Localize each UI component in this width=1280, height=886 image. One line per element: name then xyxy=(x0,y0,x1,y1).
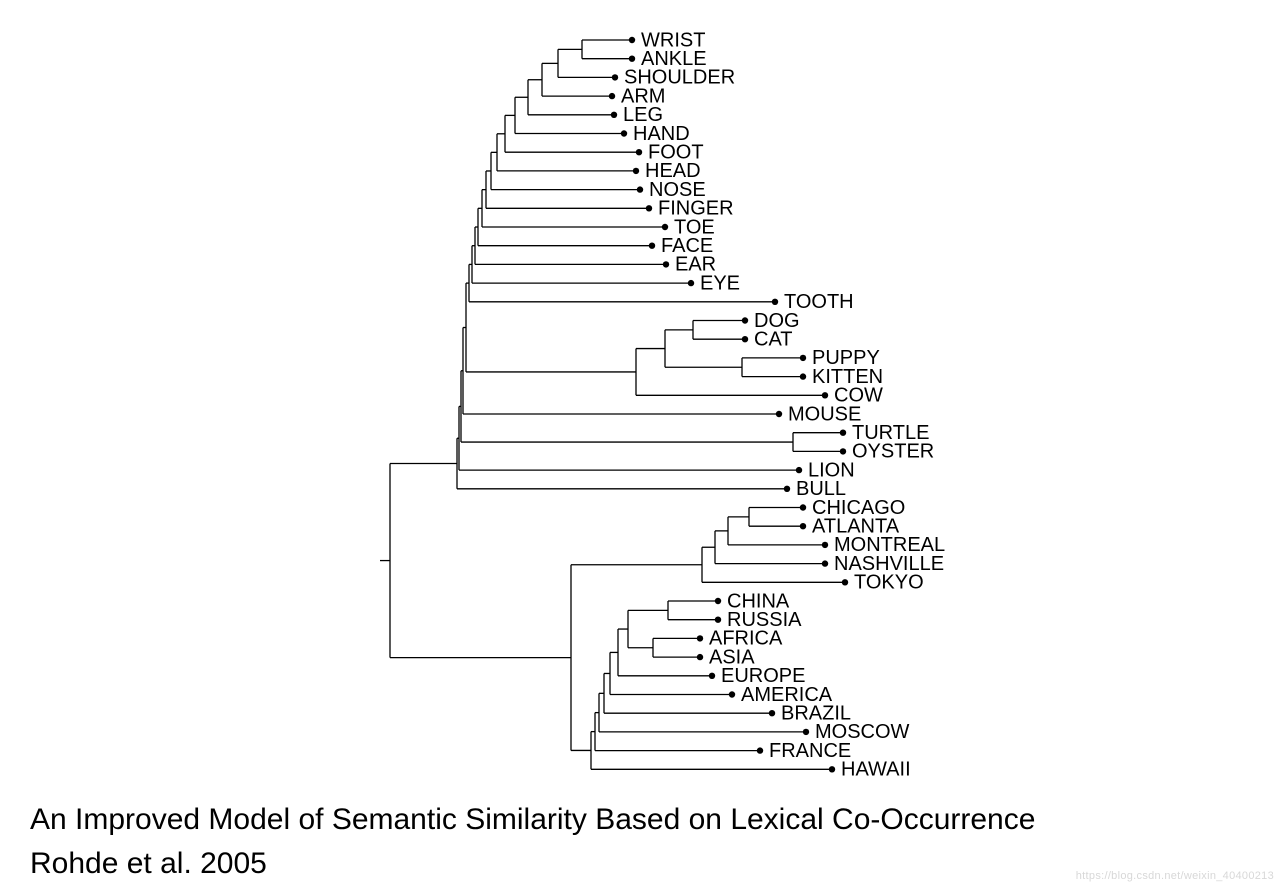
leaf-dot xyxy=(784,486,790,492)
leaf-dot xyxy=(612,74,618,80)
leaf-dot xyxy=(633,168,639,174)
leaf-label: EYE xyxy=(700,272,740,294)
leaf-dot xyxy=(800,355,806,361)
leaf-dot xyxy=(636,149,642,155)
leaf-dot xyxy=(621,130,627,136)
leaf-dot xyxy=(715,617,721,623)
leaf-dot xyxy=(715,598,721,604)
caption-citation: Rohde et al. 2005 xyxy=(30,842,1035,886)
leaf-dot xyxy=(609,93,615,99)
caption: An Improved Model of Semantic Similarity… xyxy=(30,798,1035,885)
leaf-dot xyxy=(637,186,643,192)
leaf-dot xyxy=(742,336,748,342)
leaf-dot xyxy=(772,299,778,305)
leaf-label: HAWAII xyxy=(841,759,911,781)
leaf-label: FRANCE xyxy=(769,740,851,762)
leaf-dot xyxy=(822,392,828,398)
leaf-dot xyxy=(829,766,835,772)
leaf-dot xyxy=(649,243,655,249)
leaf-dot xyxy=(629,37,635,43)
leaf-dot xyxy=(742,317,748,323)
leaf-dot xyxy=(757,747,763,753)
leaf-dot xyxy=(776,411,782,417)
leaf-dot xyxy=(729,691,735,697)
leaf-dot xyxy=(611,112,617,118)
leaf-dot xyxy=(688,280,694,286)
leaf-label: CAT xyxy=(754,328,793,350)
leaf-dot xyxy=(662,224,668,230)
leaf-label: MOUSE xyxy=(788,403,861,425)
leaf-dot xyxy=(822,542,828,548)
dendrogram-svg: WRISTANKLESHOULDERARMLEGHANDFOOTHEADNOSE… xyxy=(0,0,1280,790)
leaf-dot xyxy=(842,579,848,585)
leaf-dot xyxy=(709,673,715,679)
leaf-dot xyxy=(840,448,846,454)
leaf-dot xyxy=(803,729,809,735)
leaf-label: TOKYO xyxy=(854,572,924,594)
dendrogram-container: WRISTANKLESHOULDERARMLEGHANDFOOTHEADNOSE… xyxy=(0,0,1280,790)
leaf-dot xyxy=(840,430,846,436)
leaf-dot xyxy=(663,261,669,267)
leaf-dot xyxy=(646,205,652,211)
watermark: https://blog.csdn.net/weixin_40400213 xyxy=(1076,870,1274,882)
leaf-dot xyxy=(800,373,806,379)
leaf-dot xyxy=(822,560,828,566)
leaf-dot xyxy=(697,654,703,660)
leaf-dot xyxy=(697,635,703,641)
leaf-dot xyxy=(800,523,806,529)
leaf-dot xyxy=(629,56,635,62)
leaf-label: OYSTER xyxy=(852,441,934,463)
caption-title: An Improved Model of Semantic Similarity… xyxy=(30,798,1035,842)
leaf-dot xyxy=(800,504,806,510)
leaf-dot xyxy=(796,467,802,473)
leaf-dot xyxy=(769,710,775,716)
